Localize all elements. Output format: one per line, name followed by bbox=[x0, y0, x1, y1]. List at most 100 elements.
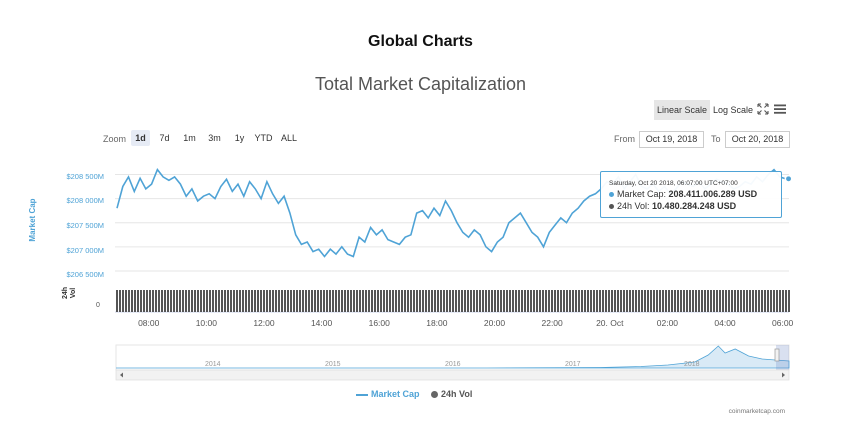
volume-bar bbox=[368, 290, 370, 312]
volume-bar bbox=[398, 290, 400, 312]
zoom-7d-button[interactable]: 7d bbox=[159, 133, 170, 143]
tooltip-vol-label: 24h Vol: bbox=[617, 201, 650, 211]
volume-bar bbox=[311, 290, 313, 312]
volume-bar bbox=[509, 290, 511, 312]
volume-bar bbox=[290, 290, 292, 312]
volume-bar bbox=[278, 290, 280, 312]
volume-bar bbox=[371, 290, 373, 312]
volume-bar bbox=[548, 290, 550, 312]
zoom-3m-button[interactable]: 3m bbox=[208, 133, 221, 143]
volume-bar bbox=[323, 290, 325, 312]
x-tick-label: 14:00 bbox=[310, 318, 333, 328]
volume-bar bbox=[218, 290, 220, 312]
navigator-scrollbar bbox=[115, 369, 790, 381]
volume-bar bbox=[578, 290, 580, 312]
volume-bar bbox=[560, 290, 562, 312]
volume-bar bbox=[683, 290, 685, 312]
volume-bar bbox=[656, 290, 658, 312]
volume-bar bbox=[227, 290, 229, 312]
volume-bar bbox=[716, 290, 718, 312]
volume-bar bbox=[566, 290, 568, 312]
volume-bar bbox=[608, 290, 610, 312]
volume-bar bbox=[518, 290, 520, 312]
from-date-input[interactable]: Oct 19, 2018 bbox=[639, 131, 704, 148]
volume-bar bbox=[251, 290, 253, 312]
volume-bar bbox=[302, 290, 304, 312]
volume-bar bbox=[749, 290, 751, 312]
volume-bar bbox=[392, 290, 394, 312]
fullscreen-icon[interactable] bbox=[757, 103, 769, 115]
volume-bar bbox=[641, 290, 643, 312]
volume-bar bbox=[503, 290, 505, 312]
volume-bar bbox=[233, 290, 235, 312]
volume-bar bbox=[122, 290, 124, 312]
volume-bar bbox=[314, 290, 316, 312]
volume-bar bbox=[734, 290, 736, 312]
circle-legend-icon bbox=[431, 391, 438, 399]
volume-bar bbox=[758, 290, 760, 312]
to-date-input[interactable]: Oct 20, 2018 bbox=[725, 131, 790, 148]
volume-bar bbox=[569, 290, 571, 312]
volume-bar bbox=[764, 290, 766, 312]
volume-bar bbox=[635, 290, 637, 312]
volume-bar bbox=[581, 290, 583, 312]
tooltip-time: Saturday, Oct 20 2018, 06:07:00 UTC+07:0… bbox=[609, 180, 738, 187]
volume-bar bbox=[170, 290, 172, 312]
zoom-1d-button[interactable]: 1d bbox=[131, 130, 150, 146]
volume-bar bbox=[287, 290, 289, 312]
volume-bar bbox=[785, 290, 787, 312]
legend-24h-vol[interactable]: 24h Vol bbox=[431, 389, 472, 399]
volume-bar bbox=[587, 290, 589, 312]
volume-bar bbox=[467, 290, 469, 312]
volume-bar bbox=[338, 290, 340, 312]
volume-bar bbox=[677, 290, 679, 312]
volume-bar bbox=[353, 290, 355, 312]
volume-bar bbox=[722, 290, 724, 312]
legend-market-cap[interactable]: Market Cap bbox=[356, 389, 420, 399]
volume-bar bbox=[296, 290, 298, 312]
volume-bar bbox=[350, 290, 352, 312]
chart-tooltip: Saturday, Oct 20 2018, 06:07:00 UTC+07:0… bbox=[600, 171, 782, 218]
navigator-year-label: 2017 bbox=[565, 361, 581, 368]
volume-bar bbox=[335, 290, 337, 312]
volume-bar bbox=[242, 290, 244, 312]
log-scale-button[interactable]: Log Scale bbox=[713, 105, 754, 115]
line-legend-icon bbox=[356, 393, 368, 396]
zoom-1y-button[interactable]: 1y bbox=[234, 133, 245, 143]
volume-bar bbox=[746, 290, 748, 312]
linear-scale-button[interactable]: Linear Scale bbox=[654, 100, 711, 120]
volume-bar bbox=[380, 290, 382, 312]
volume-bar bbox=[356, 290, 358, 312]
volume-bar bbox=[383, 290, 385, 312]
volume-bar bbox=[293, 290, 295, 312]
volume-bar bbox=[710, 290, 712, 312]
volume-bars bbox=[116, 290, 790, 312]
x-tick-label: 20. Oct bbox=[596, 318, 624, 328]
volume-bar bbox=[647, 290, 649, 312]
volume-bar bbox=[305, 290, 307, 312]
volume-bar bbox=[212, 290, 214, 312]
volume-bar bbox=[269, 290, 271, 312]
volume-bar bbox=[182, 290, 184, 312]
volume-bar bbox=[134, 290, 136, 312]
volume-bar bbox=[425, 290, 427, 312]
zoom-ytd-button[interactable]: YTD bbox=[254, 133, 273, 143]
credit-text: coinmarketcap.com bbox=[728, 408, 785, 415]
volume-bar bbox=[629, 290, 631, 312]
hamburger-menu-icon[interactable] bbox=[774, 103, 787, 115]
volume-bar bbox=[752, 290, 754, 312]
x-tick-label: 12:00 bbox=[253, 318, 275, 328]
volume-bar bbox=[593, 290, 595, 312]
x-tick-label: 18:00 bbox=[426, 318, 448, 328]
volume-bar bbox=[173, 290, 175, 312]
zoom-1m-button[interactable]: 1m bbox=[183, 133, 196, 143]
volume-bar bbox=[626, 290, 628, 312]
zoom-all-button[interactable]: ALL bbox=[280, 133, 297, 143]
x-tick-label: 10:00 bbox=[195, 318, 217, 328]
volume-bar bbox=[707, 290, 709, 312]
volume-bar bbox=[554, 290, 556, 312]
volume-bar bbox=[272, 290, 274, 312]
volume-bar bbox=[650, 290, 652, 312]
market-cap-dot-icon bbox=[609, 192, 614, 198]
